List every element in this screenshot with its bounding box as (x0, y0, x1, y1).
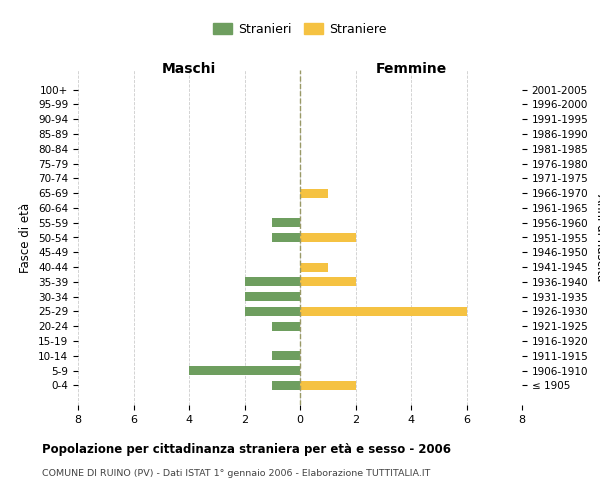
Bar (300, 188, 328, 198)
Bar (272, 322, 300, 330)
Bar (300, 307, 467, 316)
Text: COMUNE DI RUINO (PV) - Dati ISTAT 1° gennaio 2006 - Elaborazione TUTTITALIA.IT: COMUNE DI RUINO (PV) - Dati ISTAT 1° gen… (42, 469, 430, 478)
Text: Maschi: Maschi (162, 62, 216, 76)
Bar (245, 307, 300, 316)
Text: Popolazione per cittadinanza straniera per età e sesso - 2006: Popolazione per cittadinanza straniera p… (42, 442, 451, 456)
Bar (272, 381, 300, 390)
Bar (300, 381, 355, 390)
Bar (272, 352, 300, 360)
Bar (245, 278, 300, 286)
Bar (300, 278, 355, 286)
Bar (245, 292, 300, 301)
Bar (272, 233, 300, 242)
Text: Femmine: Femmine (376, 62, 446, 76)
Legend: Stranieri, Straniere: Stranieri, Straniere (213, 22, 387, 36)
Bar (189, 366, 300, 375)
Bar (272, 218, 300, 227)
Y-axis label: Anni di nascita: Anni di nascita (594, 194, 600, 281)
Y-axis label: Fasce di età: Fasce di età (19, 202, 32, 272)
Bar (300, 262, 328, 272)
Bar (300, 233, 355, 242)
